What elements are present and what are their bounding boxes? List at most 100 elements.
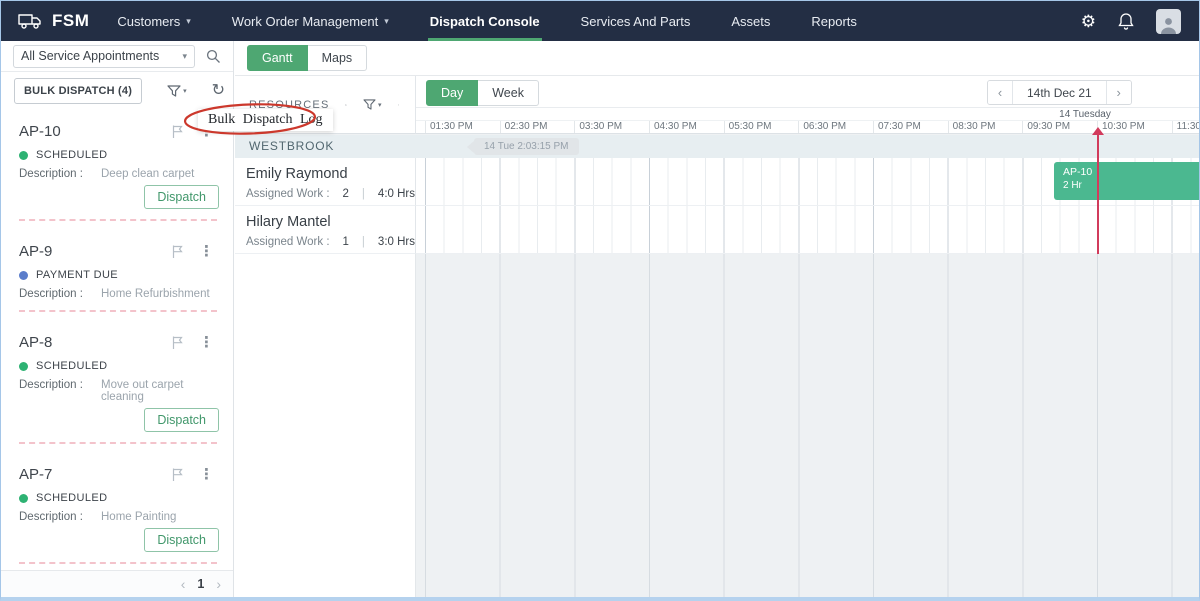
nav-item-label: Assets <box>731 13 771 29</box>
resource-cell[interactable]: Emily Raymond Assigned Work : 2 | 4:0 Hr… <box>235 158 416 206</box>
status-label: SCHEDULED <box>36 149 108 161</box>
sort-icon[interactable] <box>345 99 347 111</box>
card-separator <box>19 442 217 444</box>
assigned-work-count: 1 <box>342 236 349 248</box>
appointment-id: AP-7 <box>19 466 53 483</box>
flag-icon[interactable] <box>172 245 183 258</box>
filter-funnel-icon[interactable]: ▾ <box>167 85 187 97</box>
bulk-dispatch-button[interactable]: BULK DISPATCH (4) <box>14 78 143 104</box>
settings-gear-icon[interactable]: ⚙ <box>1080 11 1096 31</box>
dispatch-button[interactable]: Dispatch <box>144 185 219 209</box>
dispatch-button[interactable]: Dispatch <box>144 408 219 432</box>
dispatch-button[interactable]: Dispatch <box>144 528 219 552</box>
card-header: AP-9 ⋮ <box>19 243 219 260</box>
appointment-card[interactable]: AP-10 ⋮ SCHEDULED Description : <box>1 110 233 230</box>
assigned-hours: 3:0 Hrs <box>377 236 415 248</box>
status-label: PAYMENT DUE <box>36 269 119 281</box>
nav-item-label: Reports <box>811 13 857 29</box>
hour-tick-label: 02:30 PM <box>499 121 547 133</box>
date-prev-icon[interactable]: ‹ <box>988 81 1012 104</box>
top-navigation-bar: FSM Customers ▾ Work Order Management ▾ … <box>1 1 1199 41</box>
resource-group-band[interactable]: WESTBROOK <box>235 135 1199 158</box>
description-value: Home Refurbishment <box>101 288 210 300</box>
time-tooltip: 14 Tue 2:03:15 PM <box>467 138 579 155</box>
hour-tick-label: 04:30 PM <box>648 121 697 133</box>
status-badge: PAYMENT DUE <box>19 269 219 281</box>
current-date-label: 14th Dec 21 <box>1012 81 1107 104</box>
appointments-filter-select[interactable]: All Service Appointments ▾ <box>13 44 195 68</box>
description-label: Description : <box>19 288 83 300</box>
maps-view-button[interactable]: Maps <box>307 45 368 71</box>
nav-item[interactable]: Customers ▾ <box>115 1 192 41</box>
resources-filter-funnel-icon[interactable]: ▾ <box>363 99 382 110</box>
status-label: SCHEDULED <box>36 360 108 372</box>
nav-item[interactable]: Work Order Management ▾ <box>230 1 391 41</box>
assigned-hours: 4:0 Hrs <box>377 188 415 200</box>
range-toggle: Day Week <box>426 80 539 106</box>
view-toggle: Gantt Maps <box>247 45 368 71</box>
resources-search-icon[interactable] <box>397 98 399 112</box>
date-next-icon[interactable]: › <box>1106 81 1131 104</box>
chevron-down-icon: ▾ <box>186 15 191 26</box>
description-row: Description : Move out carpet cleaning <box>19 379 219 403</box>
description-label: Description : <box>19 168 83 180</box>
appointment-card[interactable]: AP-9 ⋮ PAYMENT DUE Description : <box>1 230 233 321</box>
nav-item[interactable]: Assets ▾ <box>729 1 772 41</box>
hour-tick-label: 06:30 PM <box>798 121 846 133</box>
day-view-button[interactable]: Day <box>426 80 479 106</box>
gantt-view-button[interactable]: Gantt <box>247 45 308 71</box>
assigned-work-count: 2 <box>342 188 349 200</box>
card-header: AP-10 ⋮ <box>19 123 219 140</box>
hour-tick-label: 03:30 PM <box>574 121 622 133</box>
user-avatar[interactable] <box>1156 8 1181 34</box>
refresh-icon[interactable]: ↻ <box>211 82 226 99</box>
day-label: 14 Tuesday <box>1059 109 1111 120</box>
nav-item-label: Dispatch Console <box>429 13 540 29</box>
hour-tick-label: 07:30 PM <box>872 121 921 133</box>
status-dot <box>19 150 28 160</box>
appointment-card[interactable]: AP-8 ⋮ SCHEDULED Description : <box>1 321 233 453</box>
divider: | <box>361 236 365 248</box>
appointment-block-ap10[interactable]: AP-10 2 Hr <box>1054 162 1199 200</box>
status-badge: SCHEDULED <box>19 149 219 161</box>
dispatch-gantt-panel: Gantt Maps RESOURCES ▾ Day <box>235 41 1199 597</box>
chevron-down-icon: ▾ <box>384 15 389 26</box>
resource-group-name: WESTBROOK <box>249 139 335 153</box>
resource-cell[interactable]: Hilary Mantel Assigned Work : 1 | 3:0 Hr… <box>235 206 416 254</box>
hour-labels-row: 01:30 PM 02:30 PM 03:30 PM 04:30 PM 05:3… <box>416 121 1199 133</box>
hour-tick-label: 09:30 PM <box>1022 121 1070 133</box>
brand-name: FSM <box>52 11 90 30</box>
search-icon[interactable] <box>206 49 221 64</box>
status-badge: SCHEDULED <box>19 492 219 504</box>
nav-item[interactable]: Dispatch Console ▾ <box>427 1 542 41</box>
nav-item[interactable]: Reports ▾ <box>809 1 859 41</box>
notifications-bell-icon[interactable] <box>1118 12 1134 30</box>
flag-icon[interactable] <box>172 125 183 138</box>
week-view-button[interactable]: Week <box>478 80 539 106</box>
page-prev-icon[interactable]: ‹ <box>180 576 186 592</box>
tooltip-text: 14 Tue 2:03:15 PM <box>474 138 579 155</box>
appointment-card[interactable]: AP-7 ⋮ SCHEDULED Description : <box>1 453 233 570</box>
hour-tick-label: 01:30 PM <box>425 121 473 133</box>
flag-icon[interactable] <box>172 336 183 349</box>
app-logo[interactable]: FSM <box>1 1 115 41</box>
filter-selected-value: All Service Appointments <box>21 49 160 63</box>
card-more-options-icon[interactable]: ⋮ <box>199 334 214 351</box>
card-more-options-icon[interactable]: ⋮ <box>199 466 214 483</box>
nav-item[interactable]: Services And Parts ▾ <box>579 1 693 41</box>
hour-tick-label: 08:30 PM <box>947 121 995 133</box>
divider: | <box>361 188 365 200</box>
hour-tick-label: 11:30 PM <box>1171 121 1199 133</box>
chevron-down-icon: ▾ <box>378 101 382 109</box>
page-next-icon[interactable]: › <box>216 576 221 592</box>
flag-icon[interactable] <box>172 468 183 481</box>
resource-timeline-lane[interactable] <box>416 206 1199 254</box>
bulk-dispatch-log-menu-item[interactable]: Bulk Dispatch Log <box>198 109 333 131</box>
main-nav: Customers ▾ Work Order Management ▾ Disp… <box>115 1 896 41</box>
card-more-options-icon[interactable]: ⋮ <box>199 243 214 260</box>
card-header: AP-7 ⋮ <box>19 466 219 483</box>
time-scale: 14 Tuesday 01:30 PM 02:30 PM 03:30 PM 04… <box>416 108 1199 134</box>
truck-logo-icon <box>18 14 41 29</box>
appointment-id: AP-8 <box>19 334 53 351</box>
